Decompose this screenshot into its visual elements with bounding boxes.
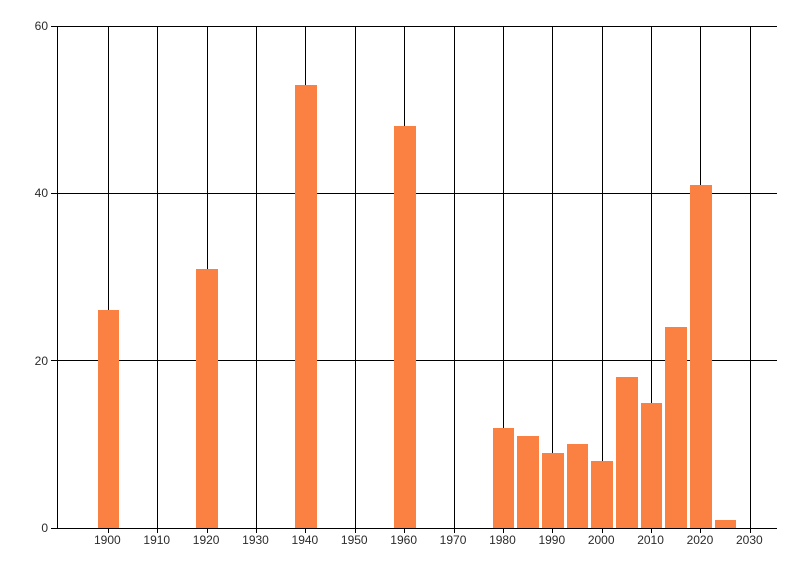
y-tick-mark	[51, 192, 58, 194]
x-tick-mark	[749, 528, 751, 533]
y-gridline	[58, 25, 777, 27]
x-tick-label: 1920	[192, 533, 220, 547]
x-tick-mark	[256, 528, 257, 533]
x-tick-label: 1960	[390, 533, 418, 547]
x-tick-mark	[157, 528, 159, 533]
plot-area	[51, 25, 777, 533]
x-tick-mark	[305, 528, 307, 533]
x-tick-label: 1930	[242, 533, 269, 547]
y-tick-label: 0	[41, 521, 48, 535]
bar	[616, 377, 638, 528]
x-tick-mark	[552, 528, 554, 533]
bar	[566, 444, 589, 528]
x-tick-label: 1990	[538, 533, 566, 547]
bar	[517, 435, 539, 528]
x-tick-label: 2010	[637, 533, 664, 547]
x-gridline	[552, 26, 554, 528]
y-tick-mark	[51, 360, 58, 362]
bar	[492, 427, 515, 528]
bar	[393, 126, 416, 528]
x-gridline	[107, 26, 109, 528]
x-tick-mark	[502, 528, 504, 533]
y-axis-labels: 0 20 40 60	[0, 20, 48, 534]
bar	[690, 184, 712, 528]
y-gridline	[58, 192, 777, 194]
x-tick-mark	[453, 528, 455, 533]
x-gridline	[651, 26, 653, 528]
x-tick-label: 1940	[291, 533, 319, 547]
x-tick-label: 1950	[340, 533, 368, 547]
x-tick-mark	[354, 528, 356, 533]
x-tick-label: 2000	[587, 533, 615, 547]
x-tick-mark	[206, 528, 208, 533]
x-gridline	[354, 26, 356, 528]
x-tick-label: 1900	[94, 533, 121, 547]
bar	[640, 402, 663, 528]
x-gridline	[256, 26, 257, 528]
x-gridline	[749, 26, 751, 528]
x-gridline	[157, 26, 159, 528]
bar	[196, 268, 218, 528]
y-tick-label: 40	[34, 186, 48, 201]
x-tick-mark	[651, 528, 653, 533]
bar	[591, 461, 614, 528]
x-tick-label: 1910	[143, 533, 171, 547]
bar	[665, 327, 688, 528]
x-gridline	[601, 26, 603, 528]
y-tick-mark	[51, 25, 58, 27]
bar	[541, 452, 564, 528]
y-gridline	[58, 360, 777, 362]
bar	[295, 84, 317, 528]
x-tick-mark	[107, 528, 109, 533]
x-axis-labels: 1900 1910 1920 1930 1940 1950 1960 1970 1980 1990…	[57, 533, 776, 549]
x-tick-label: 1970	[439, 533, 467, 547]
bar	[97, 310, 120, 528]
bar	[714, 519, 737, 528]
x-tick-label: 1980	[489, 533, 516, 547]
x-tick-mark	[601, 528, 603, 533]
x-gridline	[453, 26, 455, 528]
x-tick-mark	[700, 528, 702, 533]
x-tick-label: 2030	[735, 533, 763, 547]
y-tick-mark	[51, 527, 58, 529]
x-tick-mark	[404, 528, 406, 533]
y-tick-label: 60	[34, 19, 48, 33]
y-tick-label: 20	[34, 353, 48, 368]
x-gridline	[502, 26, 504, 528]
y-gridline	[58, 527, 777, 529]
x-tick-label: 2020	[686, 533, 714, 547]
